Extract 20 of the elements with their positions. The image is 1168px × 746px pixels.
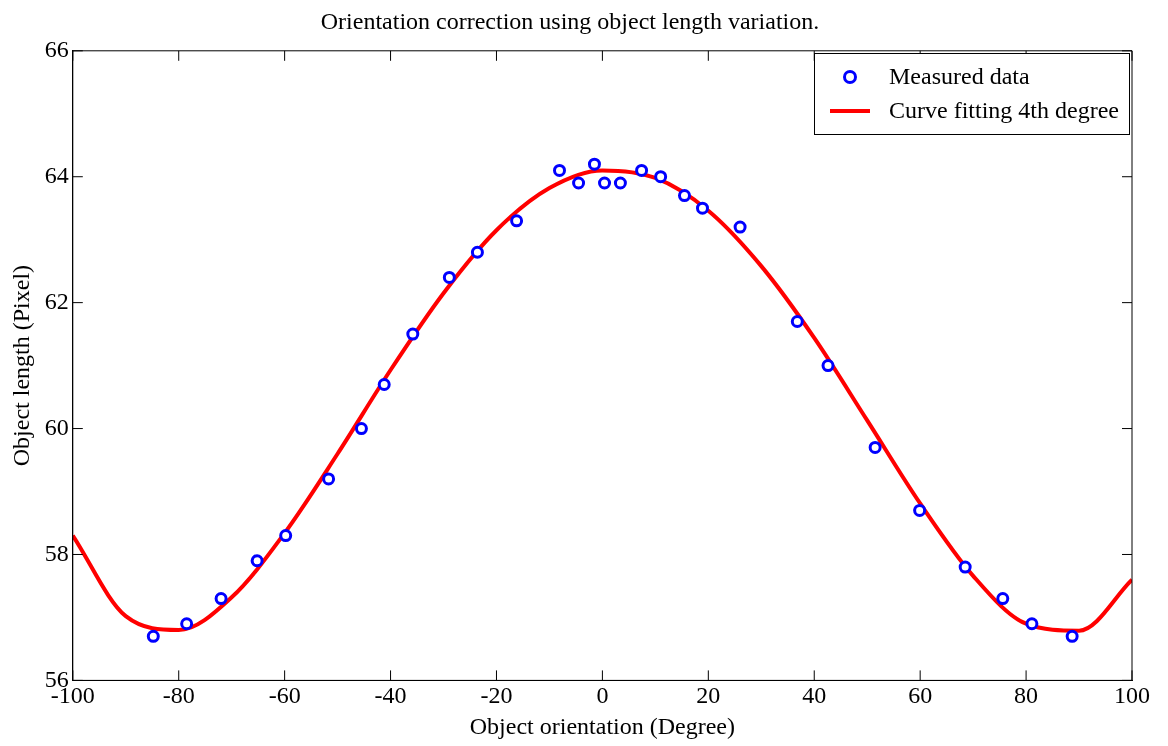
x-tick-label: 100 [1114,682,1150,709]
y-tick-label: 60 [44,413,69,440]
y-tick-label: 66 [44,36,69,63]
x-tick-label: -80 [162,682,195,709]
y-tick-label: 64 [44,162,69,189]
x-tick-label: 80 [1014,682,1039,709]
y-axis-title: Object length (Pixel) [7,264,34,467]
x-tick-label: -20 [480,682,513,709]
chart-title: Orientation correction using object length variation. [320,7,820,34]
x-tick-label: 20 [696,682,721,709]
y-tick-label: 58 [44,539,69,566]
legend-label: Measured data [889,63,1030,91]
x-tick-label: 40 [802,682,827,709]
x-tick-label: -60 [268,682,301,709]
y-tick-label: 62 [44,287,69,314]
x-axis-title: Object orientation (Degree) [469,712,736,739]
legend-label: Curve fitting 4th degree [889,97,1119,125]
x-tick-label: 0 [596,682,609,709]
x-tick-label: -40 [374,682,407,709]
x-tick-label: 60 [908,682,933,709]
